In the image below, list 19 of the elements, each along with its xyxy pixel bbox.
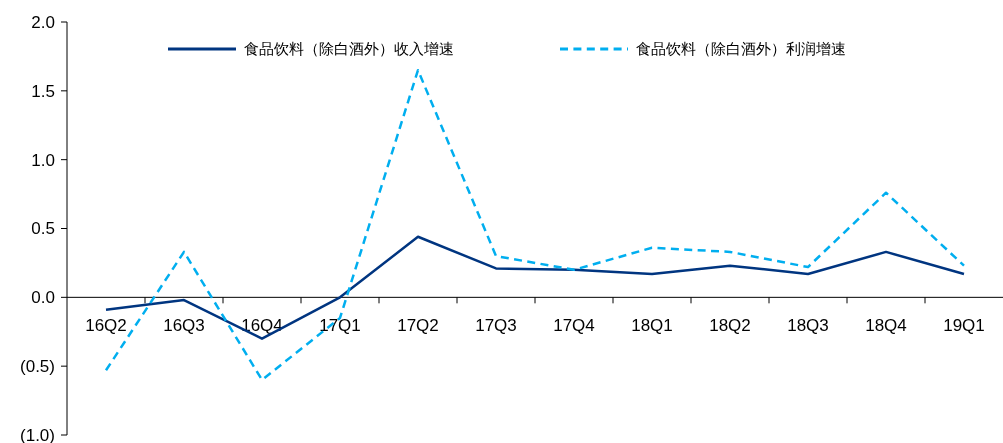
y-tick-label: 2.0 [31,12,55,32]
y-tick-label: (0.5) [20,357,55,377]
x-tick-label: 18Q1 [631,316,673,336]
legend-label: 食品饮料（除白酒外）收入增速 [244,40,454,58]
x-tick-label: 17Q4 [553,316,595,336]
x-tick-label: 16Q3 [163,316,205,336]
y-tick-label: 1.0 [31,150,55,170]
legend-label: 食品饮料（除白酒外）利润增速 [636,40,846,58]
y-tick-label: 1.5 [31,81,55,101]
x-tick-label: 16Q2 [85,316,127,336]
x-tick-label: 17Q1 [319,316,361,336]
x-tick-label: 17Q3 [475,316,517,336]
x-tick-label: 17Q2 [397,316,439,336]
y-tick-label: 0.5 [31,219,55,239]
y-tick-label: 0.0 [31,288,55,308]
x-tick-label: 18Q3 [787,316,829,336]
x-tick-label: 18Q4 [865,316,907,336]
x-tick-label: 18Q2 [709,316,751,336]
x-tick-label: 19Q1 [943,316,985,336]
